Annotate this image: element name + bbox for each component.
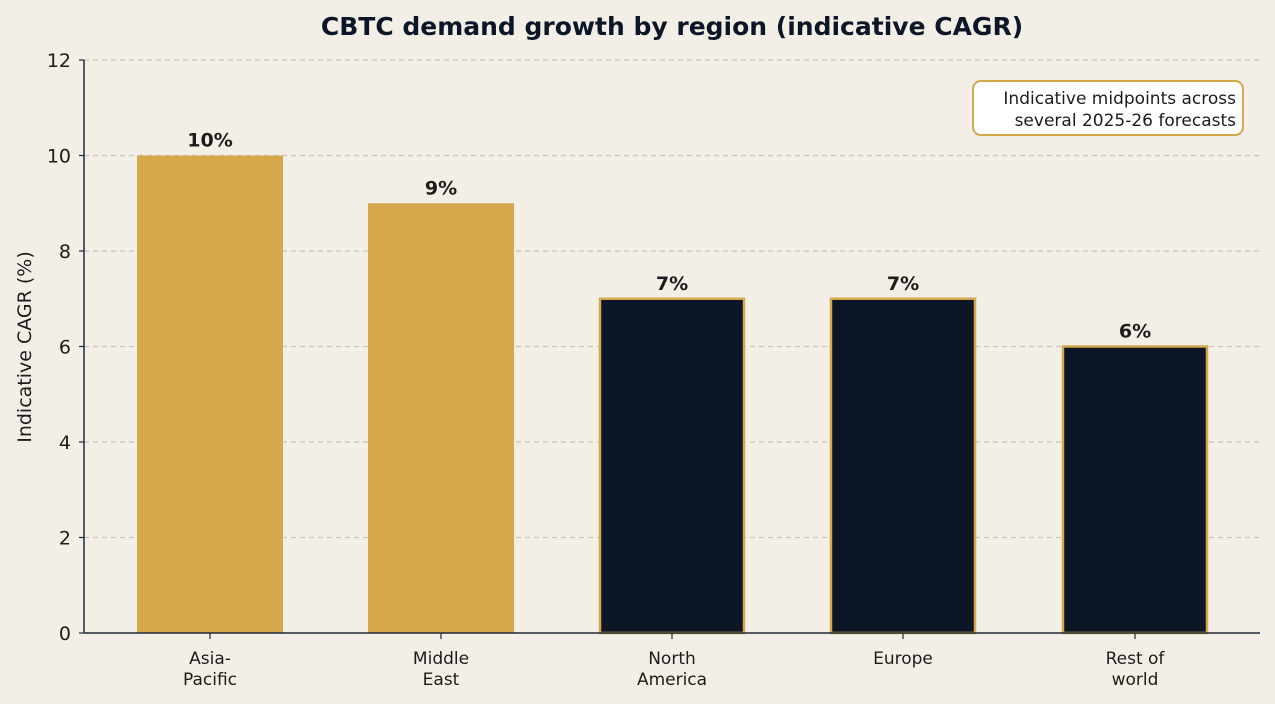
annotation-frame (972, 80, 1244, 136)
y-axis-label: Indicative CAGR (%) (14, 251, 36, 443)
y-tick-label: 2 (59, 528, 71, 550)
x-tick-label: Pacific (183, 670, 237, 690)
y-tick-labels: 0 2 4 6 8 10 12 (47, 50, 71, 645)
annotation-line-1: Indicative midpoints across (1003, 89, 1236, 109)
y-tick-label: 8 (59, 241, 71, 263)
x-tick-label: world (1112, 670, 1159, 690)
bar (137, 155, 283, 633)
bar (598, 297, 746, 635)
bar-value-label: 7% (887, 273, 919, 295)
x-tick-label: America (637, 670, 707, 690)
annotation-box: Indicative midpoints across several 2025… (972, 80, 1244, 136)
bar-value-label: 10% (187, 130, 232, 152)
y-tick-label: 4 (59, 432, 71, 454)
bar (829, 297, 977, 635)
y-tick-label: 10 (47, 146, 71, 168)
y-tick-label: 12 (47, 50, 71, 72)
x-tick-label: East (423, 670, 460, 690)
x-tick-label: Middle (413, 649, 469, 669)
x-tick-label: Asia- (189, 649, 231, 669)
bar (368, 203, 514, 633)
chart-title: CBTC demand growth by region (indicative… (321, 12, 1023, 41)
bar (1061, 345, 1209, 635)
y-tick-label: 6 (59, 337, 71, 359)
annotation-line-2: several 2025-26 forecasts (1015, 111, 1237, 131)
x-tick-label: North (648, 649, 696, 669)
data-labels: 10% 9% 7% 7% 6% (187, 130, 1151, 343)
axes (79, 59, 1260, 639)
y-tick-label: 0 (59, 623, 71, 645)
bar-value-label: 7% (656, 273, 688, 295)
x-tick-label: Europe (873, 649, 933, 669)
x-tick-label: Rest of (1106, 649, 1166, 669)
bar-value-label: 9% (425, 177, 457, 199)
bars (137, 155, 1209, 635)
bar-value-label: 6% (1119, 321, 1151, 343)
